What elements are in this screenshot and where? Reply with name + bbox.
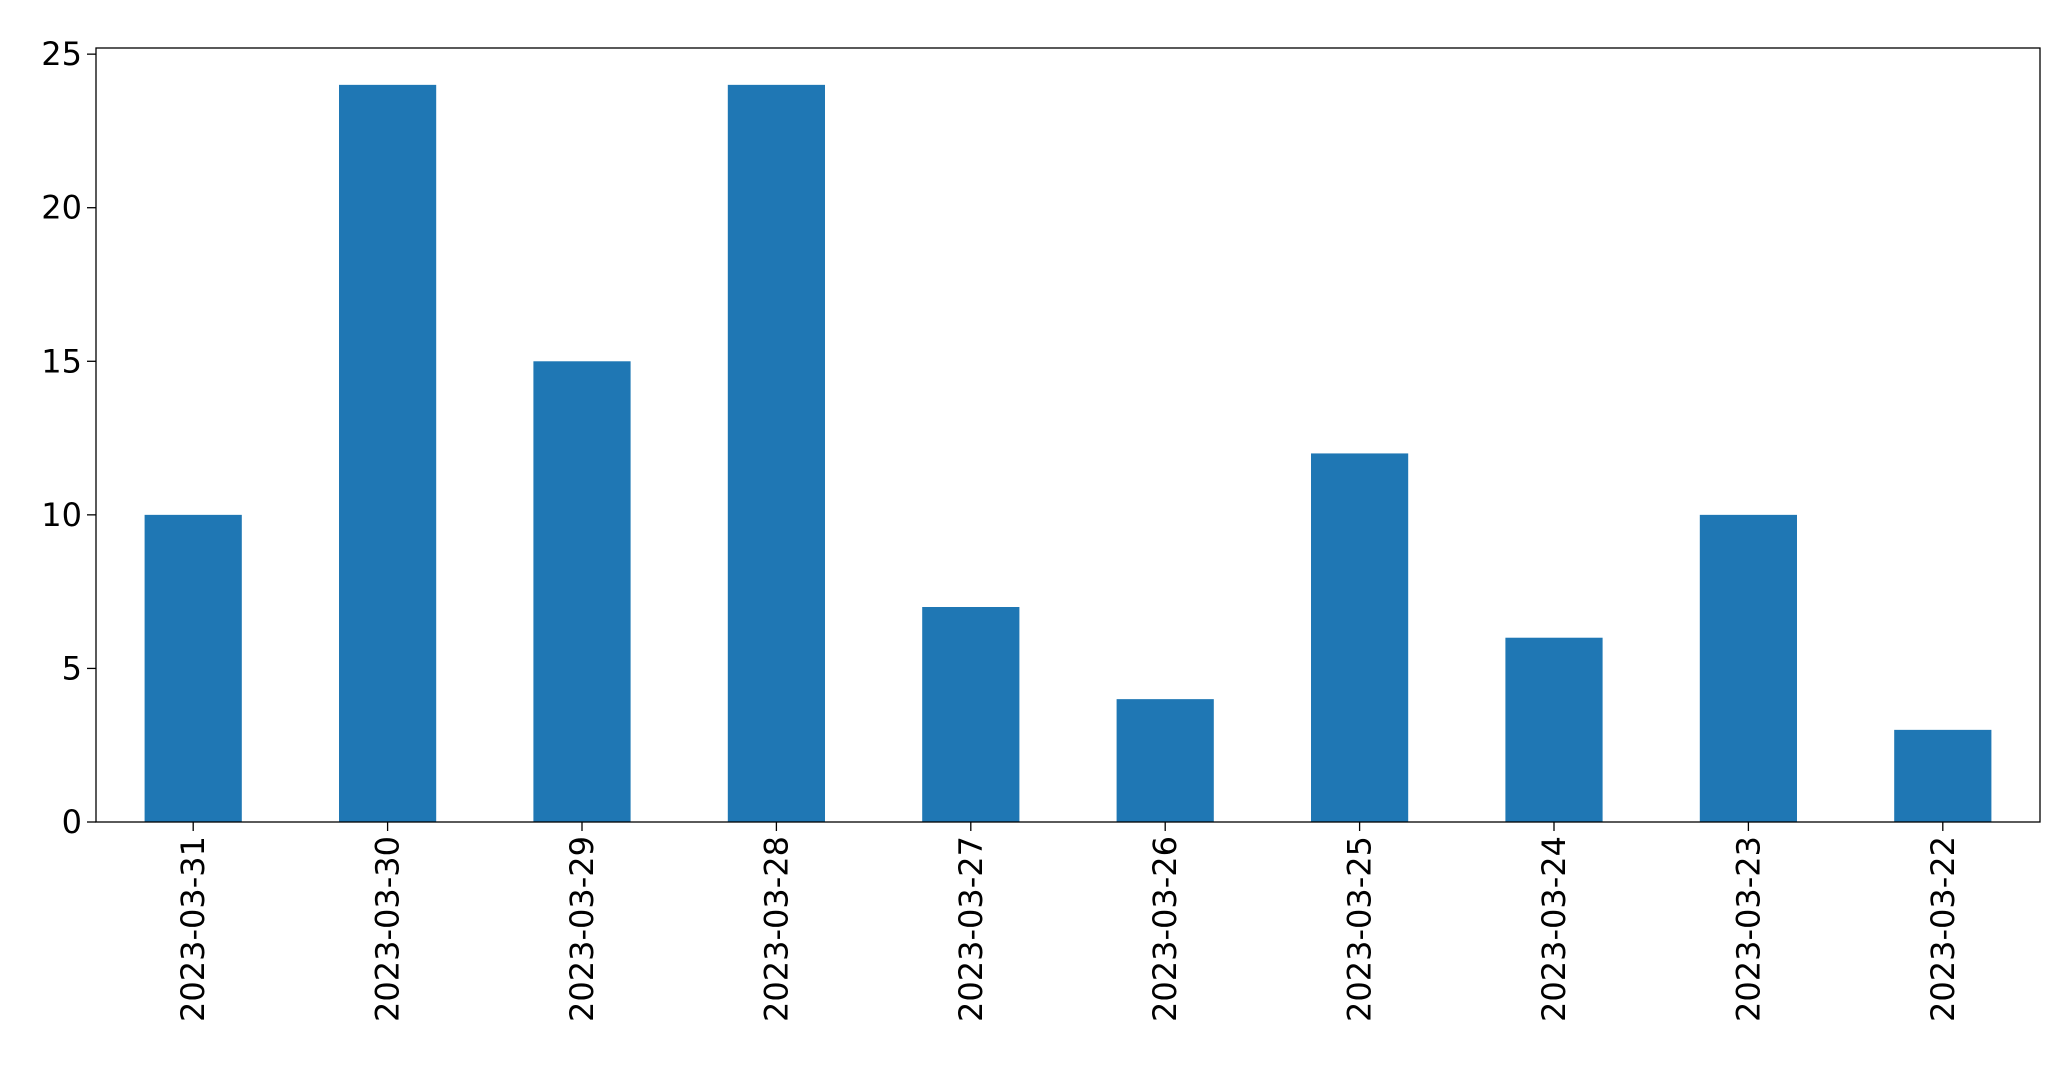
bar	[1699, 514, 1797, 822]
y-tick-label: 15	[41, 342, 82, 380]
bar	[922, 607, 1020, 822]
bar	[533, 361, 631, 822]
x-tick-label: 2023-03-24	[1535, 836, 1573, 1022]
x-tick-label: 2023-03-31	[174, 836, 212, 1022]
bar	[727, 84, 825, 823]
bar	[1894, 729, 1992, 822]
x-tick-label: 2023-03-22	[1924, 836, 1962, 1022]
x-tick-label: 2023-03-30	[369, 836, 407, 1022]
x-tick-label: 2023-03-29	[563, 836, 601, 1022]
x-tick-label: 2023-03-27	[952, 836, 990, 1022]
x-tick-label: 2023-03-26	[1146, 836, 1184, 1022]
bar	[1311, 453, 1409, 822]
x-tick-label: 2023-03-25	[1341, 836, 1379, 1022]
bar	[339, 84, 437, 823]
plot-frame	[95, 47, 2041, 823]
y-tick-label: 10	[41, 496, 82, 534]
y-tick-label: 20	[41, 189, 82, 227]
y-tick-label: 25	[41, 35, 82, 73]
bar	[1505, 637, 1603, 822]
x-tick-label: 2023-03-23	[1729, 836, 1767, 1022]
x-tick-label: 2023-03-28	[757, 836, 795, 1022]
y-tick-label: 5	[62, 649, 82, 687]
bar	[1116, 699, 1214, 822]
y-tick-label: 0	[62, 803, 82, 841]
bar	[144, 514, 242, 822]
